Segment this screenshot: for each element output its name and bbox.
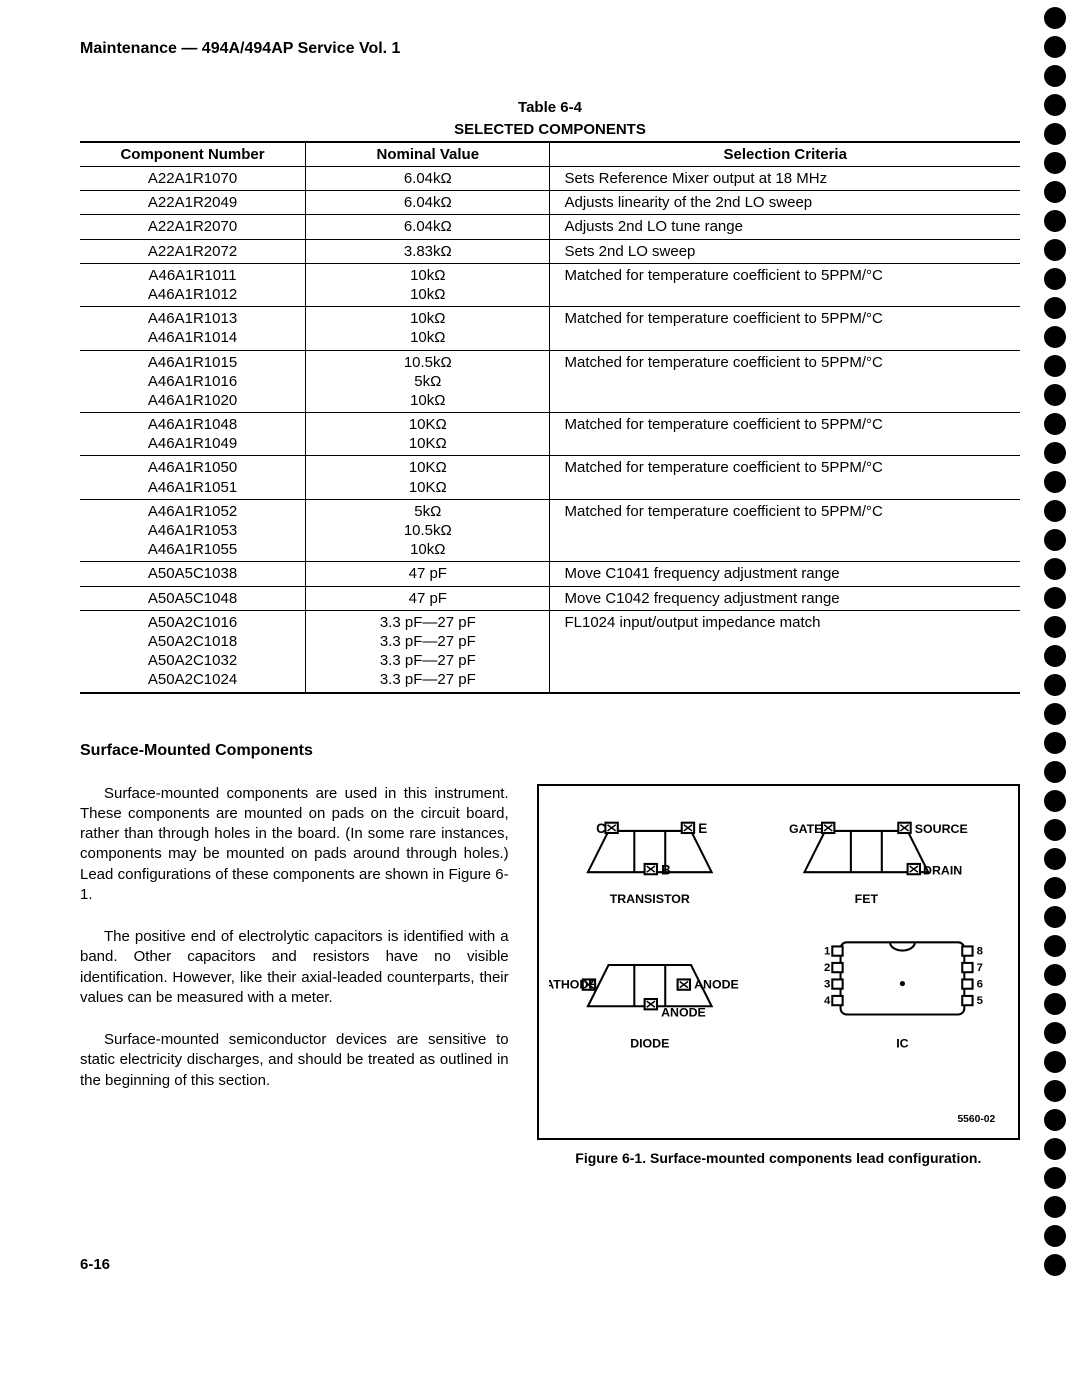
cell-value: 10KΩ10KΩ (306, 413, 550, 456)
cell-criteria: FL1024 input/output impedance match (550, 610, 1020, 692)
cell-criteria: Move C1042 frequency adjustment range (550, 586, 1020, 610)
figure-caption: Figure 6-1. Surface-mounted components l… (537, 1150, 1020, 1166)
pin-2: 2 (824, 962, 830, 974)
cell-value: 6.04kΩ (306, 167, 550, 191)
label-source: SOURCE (914, 822, 967, 836)
cell-value: 3.3 pF—27 pF3.3 pF—27 pF3.3 pF—27 pF3.3 … (306, 610, 550, 692)
cell-component: A46A1R1048A46A1R1049 (80, 413, 306, 456)
pin-7: 7 (976, 962, 982, 974)
table-row: A50A2C1016A50A2C1018A50A2C1032A50A2C1024… (80, 610, 1020, 692)
cell-component: A50A5C1038 (80, 562, 306, 586)
cell-component: A50A2C1016A50A2C1018A50A2C1032A50A2C1024 (80, 610, 306, 692)
th-value: Nominal Value (306, 142, 550, 167)
th-component: Component Number (80, 142, 306, 167)
cell-value: 47 pF (306, 586, 550, 610)
cell-value: 5kΩ10.5kΩ10kΩ (306, 499, 550, 562)
cell-component: A46A1R1013A46A1R1014 (80, 307, 306, 350)
figure-svg: C E B TRANSISTOR (549, 800, 1008, 1130)
label-transistor: TRANSISTOR (609, 892, 689, 906)
cell-value: 10KΩ10KΩ (306, 456, 550, 499)
cell-component: A50A5C1048 (80, 586, 306, 610)
table-row: A46A1R1013A46A1R101410kΩ10kΩMatched for … (80, 307, 1020, 350)
cell-criteria: Adjusts 2nd LO tune range (550, 215, 1020, 239)
cell-component: A22A1R1070 (80, 167, 306, 191)
cell-component: A46A1R1015A46A1R1016A46A1R1020 (80, 350, 306, 413)
page-header: Maintenance — 494A/494AP Service Vol. 1 (80, 40, 1020, 58)
table-row: A50A5C103847 pFMove C1041 frequency adju… (80, 562, 1020, 586)
cell-component: A46A1R1052A46A1R1053A46A1R1055 (80, 499, 306, 562)
cell-value: 10kΩ10kΩ (306, 263, 550, 306)
cell-value: 10.5kΩ5kΩ10kΩ (306, 350, 550, 413)
th-criteria: Selection Criteria (550, 142, 1020, 167)
cell-component: A22A1R2049 (80, 191, 306, 215)
cell-criteria: Matched for temperature coefficient to 5… (550, 350, 1020, 413)
pin-8: 8 (976, 945, 982, 957)
components-table: Component Number Nominal Value Selection… (80, 141, 1020, 694)
table-row: A22A1R20496.04kΩAdjusts linearity of the… (80, 191, 1020, 215)
cell-criteria: Sets Reference Mixer output at 18 MHz (550, 167, 1020, 191)
table-row: A46A1R1015A46A1R1016A46A1R102010.5kΩ5kΩ1… (80, 350, 1020, 413)
pin-3: 3 (824, 978, 830, 990)
cell-criteria: Adjusts linearity of the 2nd LO sweep (550, 191, 1020, 215)
binding-holes (1038, 0, 1072, 1385)
label-c: C (596, 821, 606, 836)
section-title: Surface-Mounted Components (80, 742, 1020, 760)
cell-criteria: Sets 2nd LO sweep (550, 239, 1020, 263)
table-row: A22A1R10706.04kΩSets Reference Mixer out… (80, 167, 1020, 191)
label-b: B (661, 862, 671, 877)
paragraph: Surface-mounted semiconductor devices ar… (80, 1030, 509, 1091)
cell-component: A46A1R1050A46A1R1051 (80, 456, 306, 499)
table-row: A22A1R20723.83kΩSets 2nd LO sweep (80, 239, 1020, 263)
label-fet: FET (854, 892, 878, 906)
cell-criteria: Matched for temperature coefficient to 5… (550, 307, 1020, 350)
table-caption-line2: SELECTED COMPONENTS (80, 120, 1020, 140)
cell-component: A22A1R2070 (80, 215, 306, 239)
table-row: A46A1R1048A46A1R104910KΩ10KΩMatched for … (80, 413, 1020, 456)
body-text: Surface-mounted components are used in t… (80, 784, 509, 1166)
table-row: A50A5C104847 pFMove C1042 frequency adju… (80, 586, 1020, 610)
cell-criteria: Matched for temperature coefficient to 5… (550, 413, 1020, 456)
cell-criteria: Matched for temperature coefficient to 5… (550, 499, 1020, 562)
cell-criteria: Matched for temperature coefficient to 5… (550, 456, 1020, 499)
label-diode: DIODE (630, 1036, 669, 1050)
label-e: E (698, 821, 707, 836)
table-caption-line1: Table 6-4 (80, 98, 1020, 118)
pin-5: 5 (976, 995, 982, 1007)
cell-value: 10kΩ10kΩ (306, 307, 550, 350)
page-number: 6-16 (80, 1256, 1020, 1273)
cell-value: 47 pF (306, 562, 550, 586)
pin-4: 4 (824, 995, 831, 1007)
paragraph: Surface-mounted components are used in t… (80, 784, 509, 906)
cell-value: 6.04kΩ (306, 191, 550, 215)
label-gate: GATE (789, 822, 822, 836)
cell-value: 6.04kΩ (306, 215, 550, 239)
figure-box: C E B TRANSISTOR (537, 784, 1020, 1140)
pin-6: 6 (976, 978, 982, 990)
table-row: A46A1R1011A46A1R101210kΩ10kΩMatched for … (80, 263, 1020, 306)
paragraph: The positive end of electrolytic capacit… (80, 927, 509, 1008)
table-row: A46A1R1052A46A1R1053A46A1R10555kΩ10.5kΩ1… (80, 499, 1020, 562)
cell-criteria: Move C1041 frequency adjustment range (550, 562, 1020, 586)
label-cathode: CATHODE (549, 977, 597, 991)
label-anode-b: ANODE (661, 1005, 706, 1019)
label-anode-r: ANODE (694, 977, 739, 991)
label-drain: DRAIN (923, 863, 962, 877)
label-ic: IC (896, 1036, 908, 1050)
cell-criteria: Matched for temperature coefficient to 5… (550, 263, 1020, 306)
table-row: A46A1R1050A46A1R105110KΩ10KΩMatched for … (80, 456, 1020, 499)
cell-value: 3.83kΩ (306, 239, 550, 263)
cell-component: A46A1R1011A46A1R1012 (80, 263, 306, 306)
table-row: A22A1R20706.04kΩAdjusts 2nd LO tune rang… (80, 215, 1020, 239)
pin-1: 1 (824, 945, 830, 957)
figure-id: 5560-02 (957, 1113, 995, 1124)
cell-component: A22A1R2072 (80, 239, 306, 263)
